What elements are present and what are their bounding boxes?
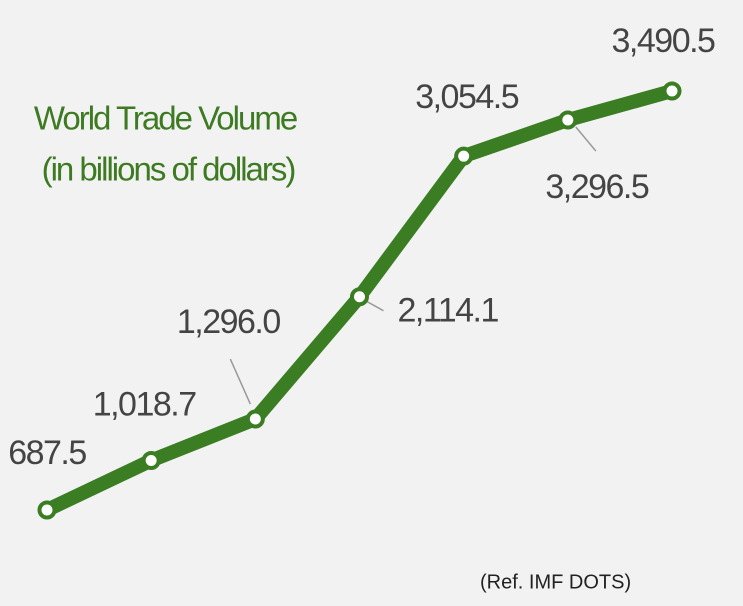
data-label: 687.5	[8, 434, 86, 472]
data-point	[141, 450, 161, 470]
data-point	[37, 500, 57, 520]
leader-line	[575, 126, 597, 152]
data-label: 1,296.0	[177, 303, 281, 341]
source-note: (Ref. IMF DOTS)	[480, 571, 631, 593]
chart-title: World Trade Volume	[34, 100, 297, 137]
leader-line	[365, 300, 384, 312]
data-point	[245, 409, 265, 429]
data-point	[454, 146, 474, 166]
data-point	[350, 287, 369, 307]
data-label: 3,490.5	[612, 22, 716, 60]
chart-subtitle: (in billions of dollars)	[42, 151, 295, 188]
leader-line	[229, 358, 252, 405]
data-label: 1,018.7	[93, 385, 197, 423]
data-point	[558, 110, 578, 130]
data-label: 2,114.1	[398, 292, 499, 330]
data-label: 3,054.5	[415, 78, 519, 116]
data-label: 3,296.5	[545, 168, 649, 206]
data-point	[662, 81, 682, 101]
